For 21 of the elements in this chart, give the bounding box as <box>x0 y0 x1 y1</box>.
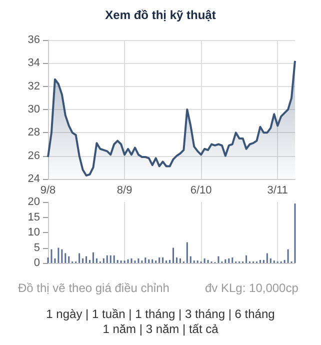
y-tick-label: 34 <box>28 57 40 70</box>
y-tick-label: 26 <box>28 150 40 162</box>
y-tick-label: 10 <box>28 226 40 238</box>
text: 1 ngày | 1 tuần | 1 tháng | 3 tháng | 6 tháng <box>45 307 276 321</box>
y-tick-label: 28 <box>28 126 40 139</box>
y-tick-label: 32 <box>28 80 40 92</box>
text: đv KLg: 10,000cp <box>205 281 298 295</box>
chart-title: Xem đồ thị kỹ thuật <box>105 8 216 22</box>
y-tick-label: 0 <box>34 257 40 269</box>
x-tick-label: 8/9 <box>116 184 132 196</box>
y-tick-label: 36 <box>28 34 40 46</box>
y-tick-label: 15 <box>28 211 40 224</box>
y-tick-label: 30 <box>28 104 40 116</box>
y-tick-label: 24 <box>28 173 40 185</box>
y-tick-label: 5 <box>34 242 40 254</box>
text: Đồ thị vẽ theo giá điều chỉnh <box>18 281 170 295</box>
y-tick-label: 20 <box>28 196 40 208</box>
x-tick-label: 3/11 <box>267 184 288 196</box>
x-tick-label: 9/8 <box>40 184 56 196</box>
x-tick-label: 6/10 <box>190 184 212 196</box>
text: 1 năm | 3 năm | tất cả <box>102 322 220 336</box>
